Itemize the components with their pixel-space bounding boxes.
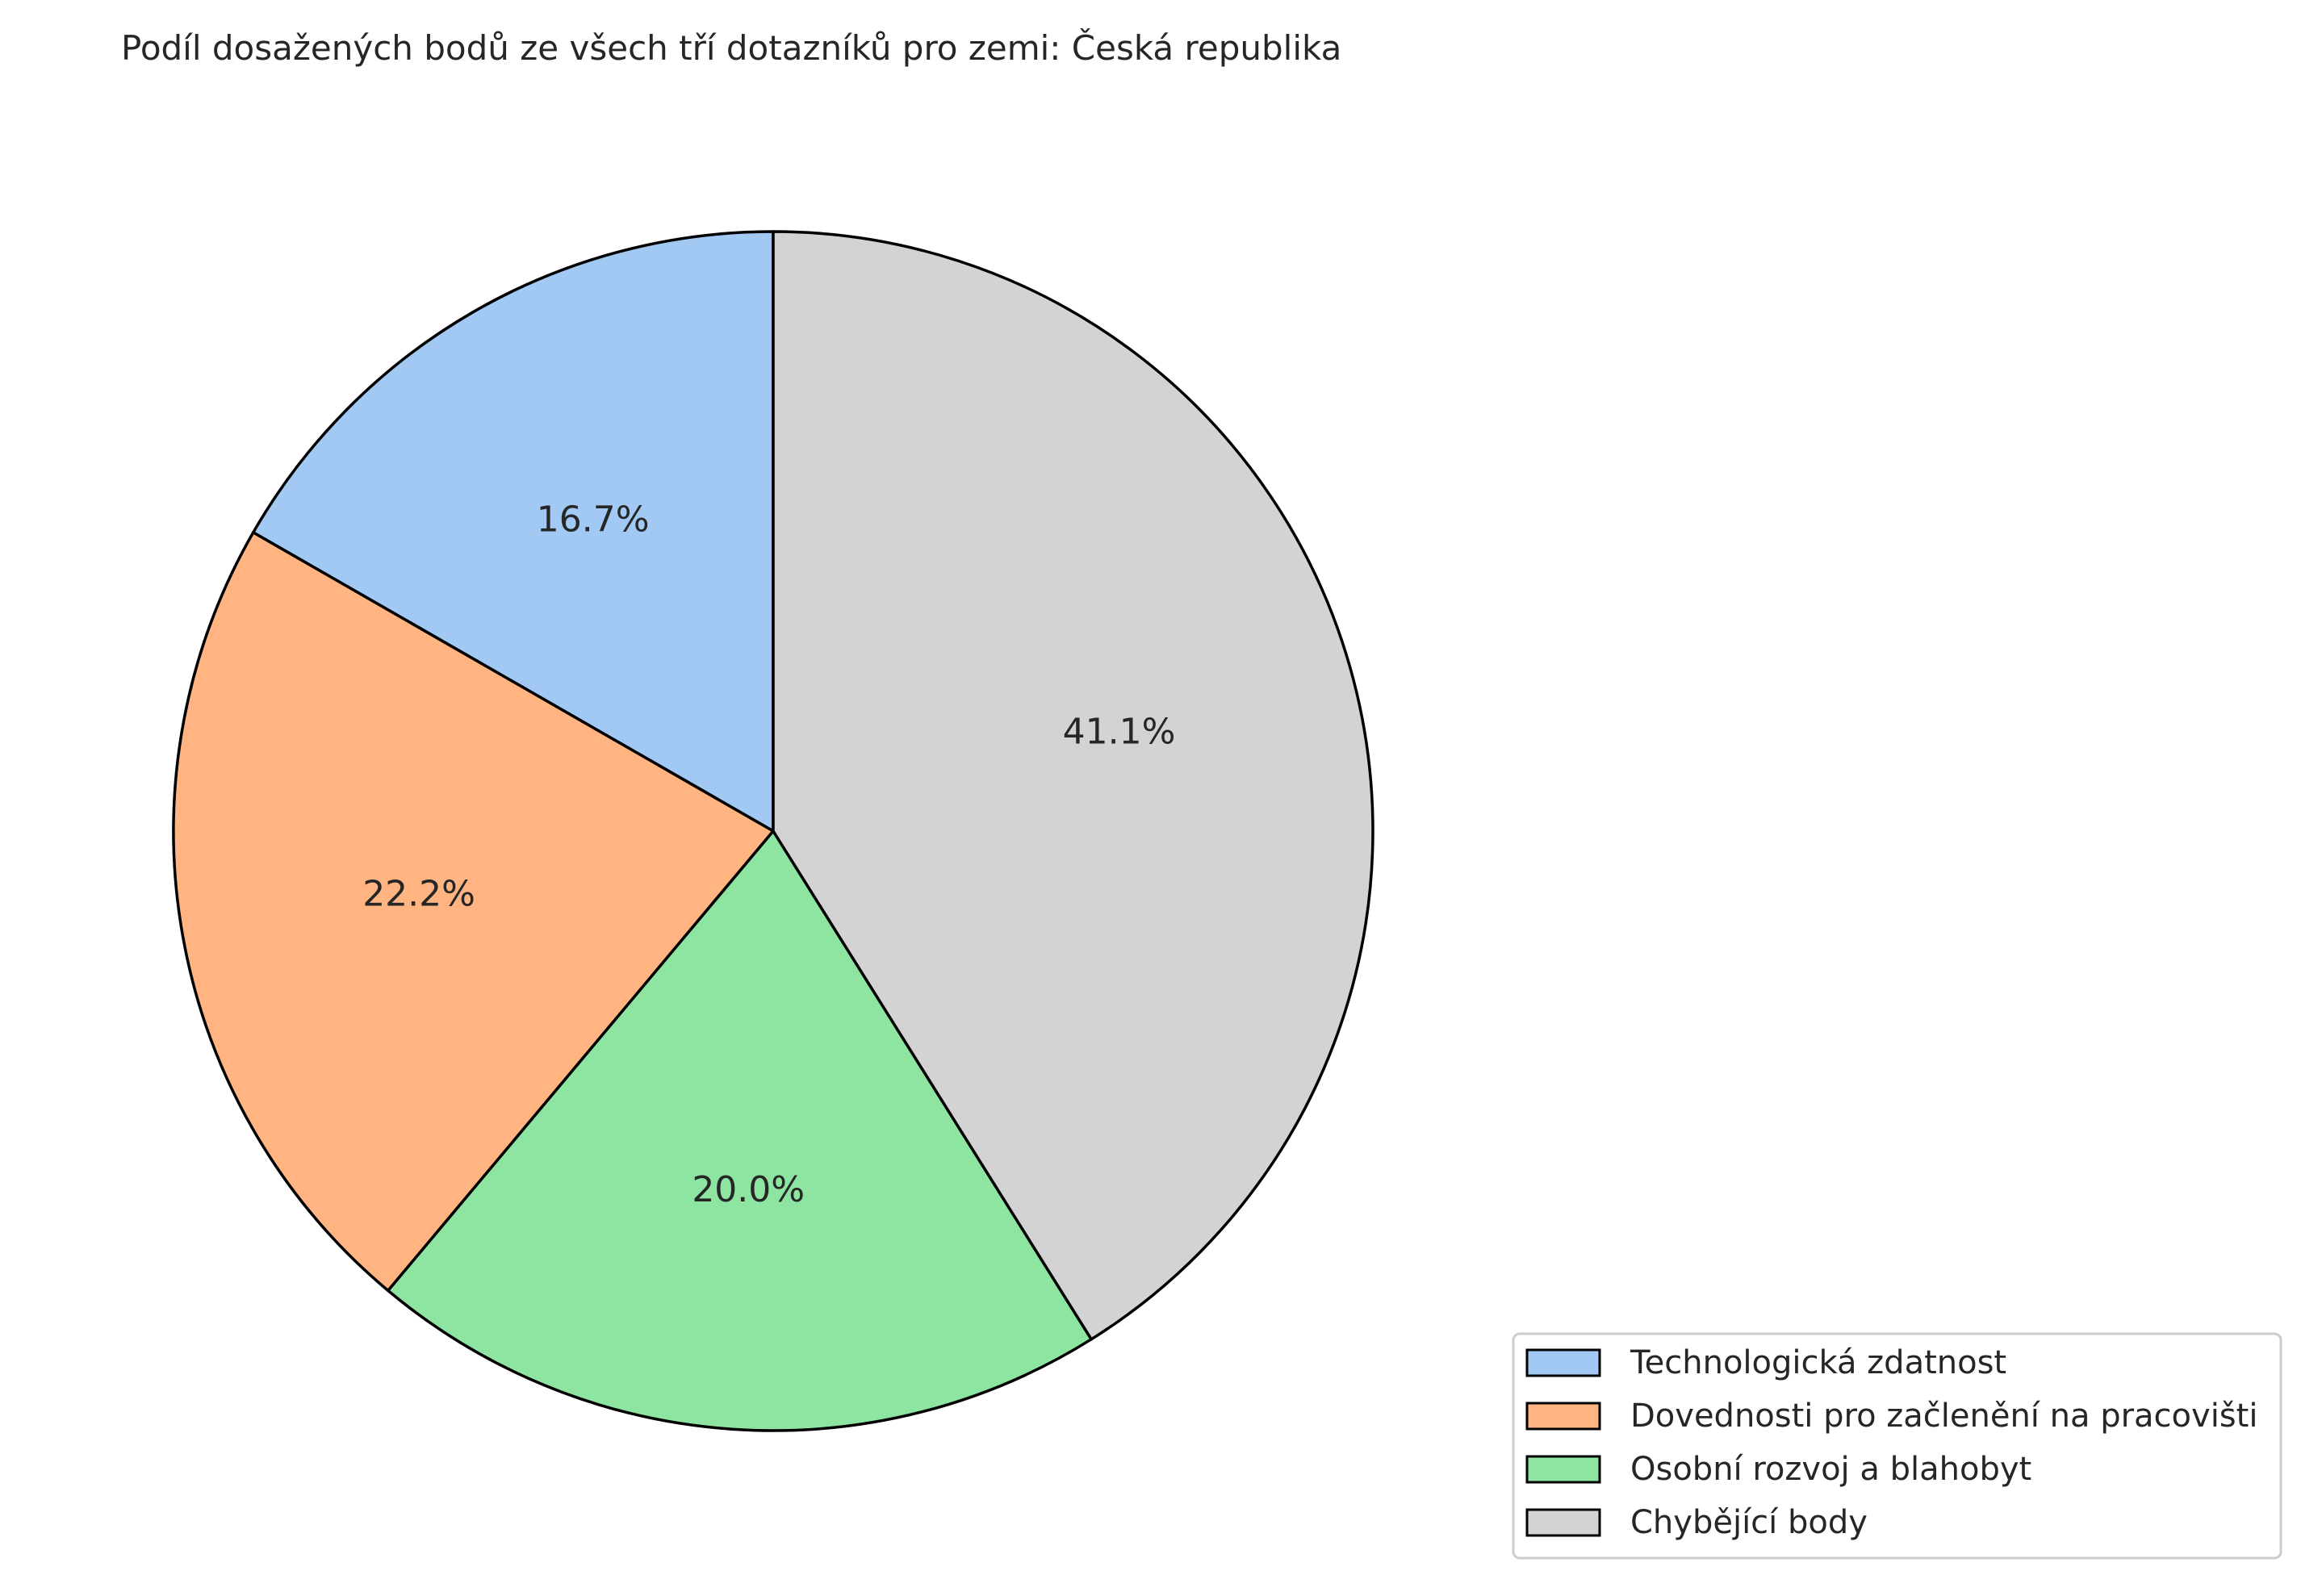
legend-entries: Technologická zdatnost Dovednosti pro zač… <box>1525 1344 2257 1541</box>
legend-label-dovednosti-pro-zacleneni-na-pracovisti: Dovednosti pro začlenění na pracovišti <box>1630 1398 2257 1435</box>
pie-slices <box>172 230 1374 1432</box>
pie-slice-osobni-rozvoj-a-blahobyt <box>387 829 1093 1432</box>
legend-label-osobni-rozvoj-a-blahobyt: Osobní rozvoj a blahobyt <box>1630 1451 2031 1488</box>
pie-slice-label: 20.0% <box>692 1169 805 1210</box>
pie-slice-label: 22.2% <box>362 874 475 915</box>
legend-swatch-technologicka-zdatnost <box>1525 1348 1601 1377</box>
pie-slice-chybejici-body <box>772 230 1374 1341</box>
legend-swatch-chybejici-body <box>1525 1508 1601 1537</box>
legend-frame <box>1512 1332 2282 1560</box>
legend-swatch-osobni-rozvoj-a-blahobyt <box>1525 1455 1601 1484</box>
pie-slice-label: 16.7% <box>537 499 650 541</box>
pie-slice-labels: 16.7% 22.2% 20.0% 41.1% <box>362 499 1175 1211</box>
pie-slice-label: 41.1% <box>1063 711 1176 752</box>
legend-label-chybejici-body: Chybějící body <box>1630 1504 1868 1541</box>
legend-label-technologicka-zdatnost: Technologická zdatnost <box>1630 1344 2006 1381</box>
legend: Technologická zdatnost Dovednosti pro zač… <box>1512 1332 2282 1560</box>
pie-slice-technologicka-zdatnost <box>252 230 775 833</box>
chart-title: Podíl dosažených bodů ze všech tří dotaz… <box>121 27 1341 68</box>
pie-slice-dovednosti-pro-zacleneni-na-pracovisti <box>172 531 775 1293</box>
legend-swatch-dovednosti-pro-zacleneni-na-pracovisti <box>1525 1402 1601 1431</box>
